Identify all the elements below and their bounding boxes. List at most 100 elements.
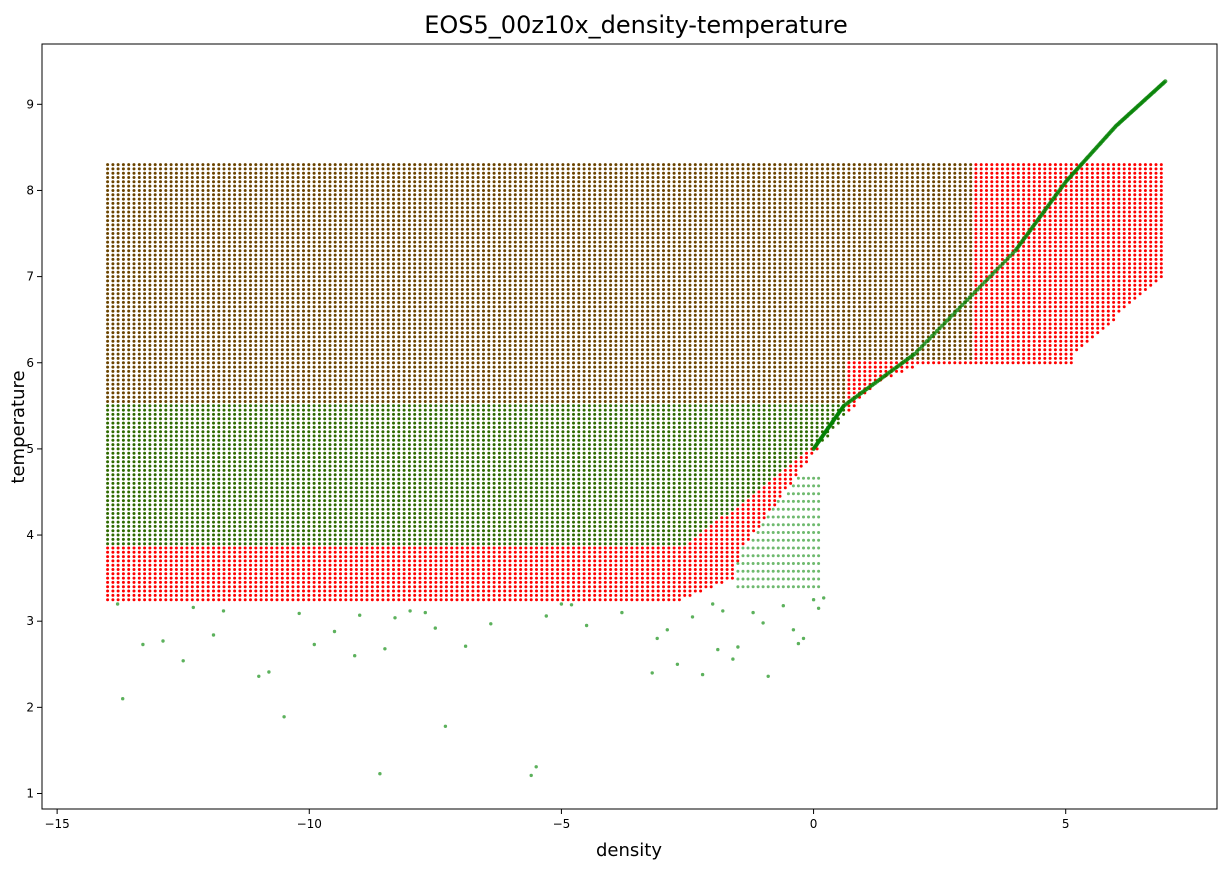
data-point bbox=[307, 253, 311, 257]
data-point bbox=[254, 524, 258, 528]
data-point bbox=[259, 279, 263, 283]
data-point bbox=[143, 232, 147, 235]
data-point bbox=[275, 430, 279, 434]
data-point bbox=[206, 305, 210, 309]
data-point bbox=[106, 236, 110, 240]
data-point bbox=[212, 563, 215, 567]
data-point bbox=[174, 593, 178, 597]
data-point bbox=[169, 244, 173, 248]
data-point bbox=[201, 408, 205, 412]
data-point bbox=[111, 180, 115, 184]
data-point bbox=[217, 507, 221, 511]
data-point bbox=[153, 512, 157, 515]
data-point bbox=[323, 275, 327, 279]
data-point bbox=[291, 210, 295, 214]
data-point bbox=[280, 593, 284, 597]
data-point bbox=[153, 232, 157, 235]
data-point bbox=[132, 464, 136, 468]
data-point bbox=[317, 283, 321, 287]
data-point bbox=[106, 507, 110, 511]
data-point bbox=[307, 223, 311, 227]
data-point bbox=[339, 361, 342, 365]
data-point bbox=[270, 257, 274, 261]
data-point bbox=[328, 214, 332, 218]
data-point bbox=[233, 572, 237, 576]
data-point bbox=[174, 283, 178, 287]
data-point bbox=[190, 176, 194, 179]
data-point bbox=[323, 262, 327, 266]
data-point bbox=[127, 167, 131, 171]
data-point bbox=[339, 512, 342, 515]
data-point bbox=[280, 305, 284, 309]
data-point bbox=[238, 352, 242, 356]
data-point bbox=[116, 374, 120, 378]
data-point bbox=[143, 240, 147, 244]
data-point bbox=[333, 425, 337, 429]
data-point bbox=[143, 223, 147, 227]
data-point bbox=[164, 163, 168, 167]
data-point bbox=[354, 344, 358, 347]
data-point bbox=[174, 533, 178, 537]
data-point bbox=[302, 524, 305, 528]
data-point bbox=[222, 262, 226, 266]
data-point bbox=[137, 473, 141, 477]
data-point bbox=[121, 391, 125, 395]
data-point bbox=[148, 378, 152, 382]
data-point bbox=[137, 537, 141, 541]
data-point bbox=[153, 460, 157, 464]
data-point bbox=[201, 546, 205, 550]
data-point bbox=[307, 270, 311, 274]
data-point bbox=[111, 434, 115, 438]
data-point bbox=[185, 447, 189, 451]
data-point bbox=[180, 542, 184, 546]
data-point bbox=[296, 167, 300, 171]
data-point bbox=[227, 288, 231, 291]
data-point bbox=[323, 283, 327, 287]
data-point bbox=[328, 408, 332, 412]
data-point bbox=[296, 270, 300, 274]
data-point bbox=[323, 331, 327, 335]
data-point bbox=[132, 421, 136, 425]
data-point bbox=[344, 568, 348, 571]
data-point bbox=[280, 576, 284, 580]
data-point bbox=[212, 499, 215, 503]
data-point bbox=[333, 240, 337, 244]
data-point bbox=[291, 473, 295, 477]
data-point bbox=[227, 425, 231, 429]
data-point bbox=[249, 257, 252, 261]
data-point bbox=[206, 352, 210, 356]
data-point bbox=[307, 520, 311, 524]
data-point bbox=[227, 434, 231, 438]
data-point bbox=[233, 598, 237, 602]
data-point bbox=[164, 490, 168, 494]
data-point bbox=[344, 559, 348, 563]
data-point bbox=[222, 438, 226, 442]
data-point bbox=[227, 408, 231, 412]
data-point bbox=[323, 201, 327, 205]
data-point bbox=[217, 309, 221, 313]
data-point bbox=[312, 503, 316, 507]
data-point bbox=[137, 550, 141, 554]
data-point bbox=[116, 507, 120, 511]
data-point bbox=[164, 214, 168, 218]
data-point bbox=[121, 270, 125, 274]
data-point bbox=[317, 240, 321, 244]
data-point bbox=[317, 163, 321, 167]
data-point bbox=[222, 559, 226, 563]
data-point bbox=[111, 270, 115, 274]
data-point bbox=[254, 464, 258, 468]
data-point bbox=[344, 473, 348, 477]
data-point bbox=[169, 352, 173, 356]
data-point bbox=[137, 576, 141, 580]
data-point bbox=[349, 404, 353, 408]
data-point bbox=[121, 283, 125, 287]
data-point bbox=[227, 529, 231, 533]
data-point bbox=[296, 391, 300, 395]
data-point bbox=[259, 206, 263, 210]
data-point bbox=[174, 395, 178, 399]
data-point bbox=[286, 486, 290, 490]
data-point bbox=[164, 210, 168, 214]
data-point bbox=[137, 494, 141, 498]
data-point bbox=[312, 223, 316, 227]
data-point bbox=[116, 232, 120, 235]
